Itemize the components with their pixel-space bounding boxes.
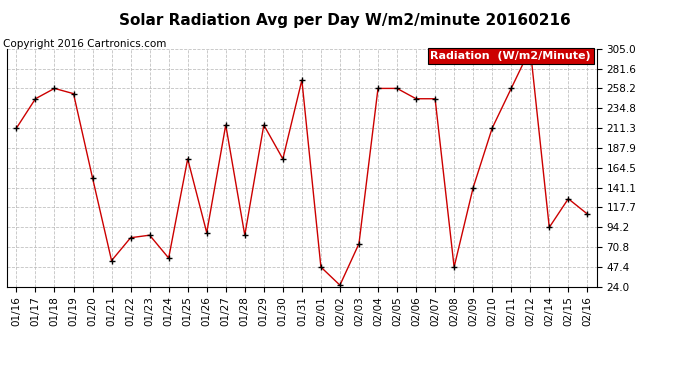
- Text: Radiation  (W/m2/Minute): Radiation (W/m2/Minute): [431, 51, 591, 61]
- Text: Solar Radiation Avg per Day W/m2/minute 20160216: Solar Radiation Avg per Day W/m2/minute …: [119, 13, 571, 28]
- Text: Copyright 2016 Cartronics.com: Copyright 2016 Cartronics.com: [3, 39, 167, 50]
